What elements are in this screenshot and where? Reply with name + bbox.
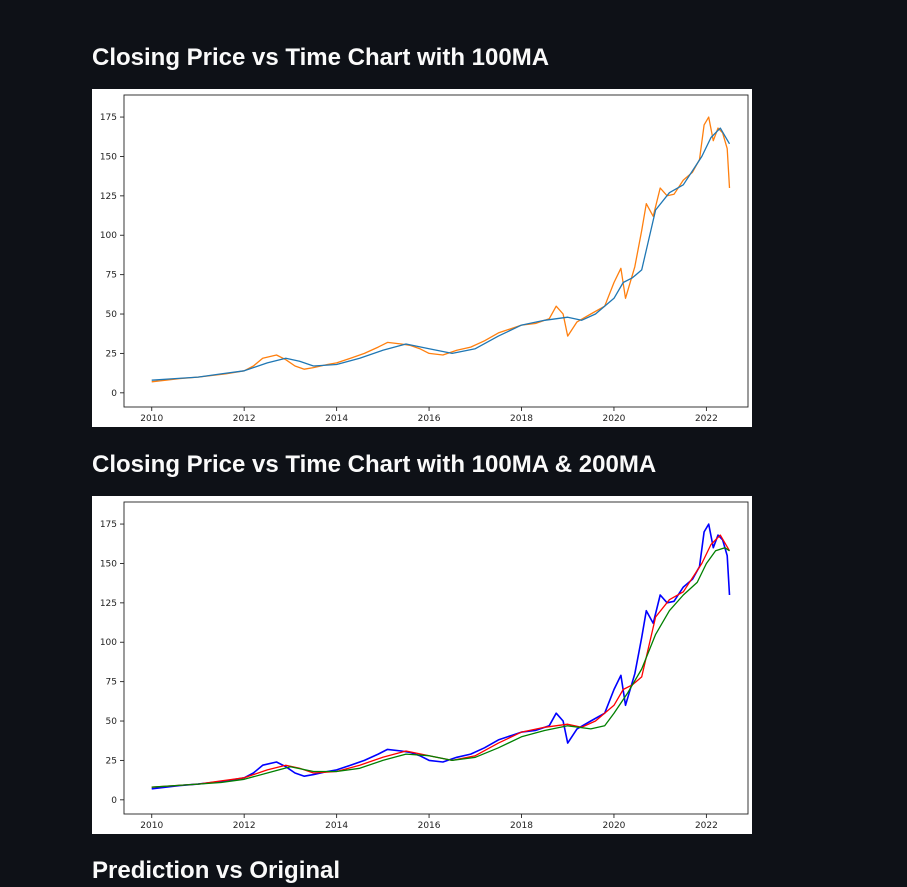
axes-frame (123, 94, 749, 408)
x-tick-label: 2020 (603, 414, 626, 424)
series-line-1 (151, 534, 731, 788)
y-tick-label: 50 (106, 310, 118, 320)
x-tick-label: 2016 (418, 414, 441, 424)
x-tick-label: 2012 (233, 821, 256, 831)
x-tick-label: 2022 (695, 821, 718, 831)
x-tick-label: 2018 (510, 414, 533, 424)
x-tick-label: 2012 (233, 414, 256, 424)
x-tick-label: 2010 (140, 414, 163, 424)
chart-heading-100ma: Closing Price vs Time Chart with 100MA (92, 44, 550, 71)
prediction-vs-original-heading: Prediction vs Original (92, 857, 341, 884)
x-tick-label: 2014 (325, 414, 348, 424)
x-tick-label: 2018 (510, 821, 533, 831)
series-line-0 (151, 116, 731, 383)
y-tick-label: 75 (106, 271, 117, 281)
y-tick-label: 150 (100, 559, 117, 569)
series-line-0 (151, 523, 731, 790)
x-tick-label: 2014 (325, 821, 348, 831)
chart-2-svg: 0 25 50 75 100 125 150 175 2010 2012 2014 2016 2018 2… (100, 501, 749, 831)
y-tick-label: 100 (100, 638, 117, 648)
axes-frame (123, 501, 749, 815)
y-tick-label: 75 (106, 678, 117, 688)
y-tick-label: 175 (100, 520, 117, 530)
y-tick-label: 25 (106, 349, 117, 359)
y-tick-label: 150 (100, 152, 117, 162)
series-line-1 (151, 127, 731, 381)
y-tick-label: 125 (100, 599, 117, 609)
y-tick-label: 25 (106, 756, 117, 766)
y-tick-label: 50 (106, 717, 118, 727)
y-tick-label: 175 (100, 113, 117, 123)
closing-price-100ma-200ma-chart: 0 25 50 75 100 125 150 175 2010 2012 2014 2016 2018 2… (92, 496, 752, 834)
y-tick-label: 0 (111, 796, 117, 806)
x-tick-label: 2010 (140, 821, 163, 831)
chart-heading-100ma-200ma: Closing Price vs Time Chart with 100MA &… (92, 451, 657, 478)
x-tick-label: 2016 (418, 821, 441, 831)
series-line-2 (151, 547, 730, 788)
y-tick-label: 125 (100, 192, 117, 202)
closing-price-100ma-chart: 0 25 50 75 100 125 150 175 2010 2012 2014 2016 2018 2… (92, 89, 752, 427)
x-tick-label: 2020 (603, 821, 626, 831)
x-tick-label: 2022 (695, 414, 718, 424)
y-tick-label: 0 (111, 389, 117, 399)
y-tick-label: 100 (100, 231, 117, 241)
chart-1-svg: 0 25 50 75 100 125 150 175 2010 2012 2014 2016 2018 2… (100, 94, 749, 424)
